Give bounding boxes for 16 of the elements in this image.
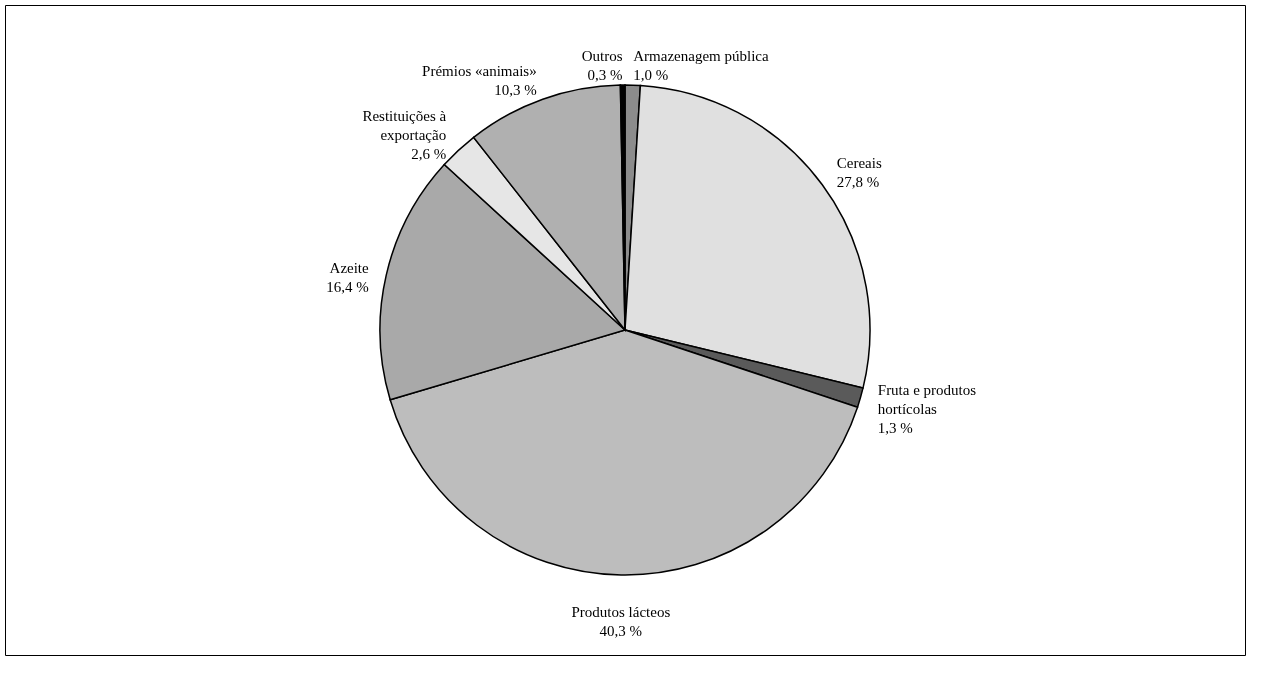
data-label: 27,8 % (836, 174, 880, 191)
data-label: 1,3 % (877, 419, 913, 436)
slice-label: Produtos lácteos (571, 603, 671, 620)
data-label: 16,4 % (326, 279, 369, 296)
slice-label: Cereais (836, 155, 882, 172)
slice-label: Azeite (329, 260, 370, 277)
data-label: 2,6 % (411, 146, 447, 163)
data-label: 10,3 % (494, 82, 537, 99)
slice-label: Prémios «animais» (422, 63, 537, 80)
data-label: 0,3 % (587, 67, 623, 84)
data-label: 1,0 % (633, 67, 669, 84)
slice-label: Armazenagem pública (633, 48, 769, 65)
slice-label: Fruta e produtos hortícolas (877, 381, 977, 417)
slice-label: Restituições à exportação (362, 108, 447, 144)
slice-label: Outros (581, 48, 623, 65)
data-label: 40,3 % (599, 622, 643, 639)
